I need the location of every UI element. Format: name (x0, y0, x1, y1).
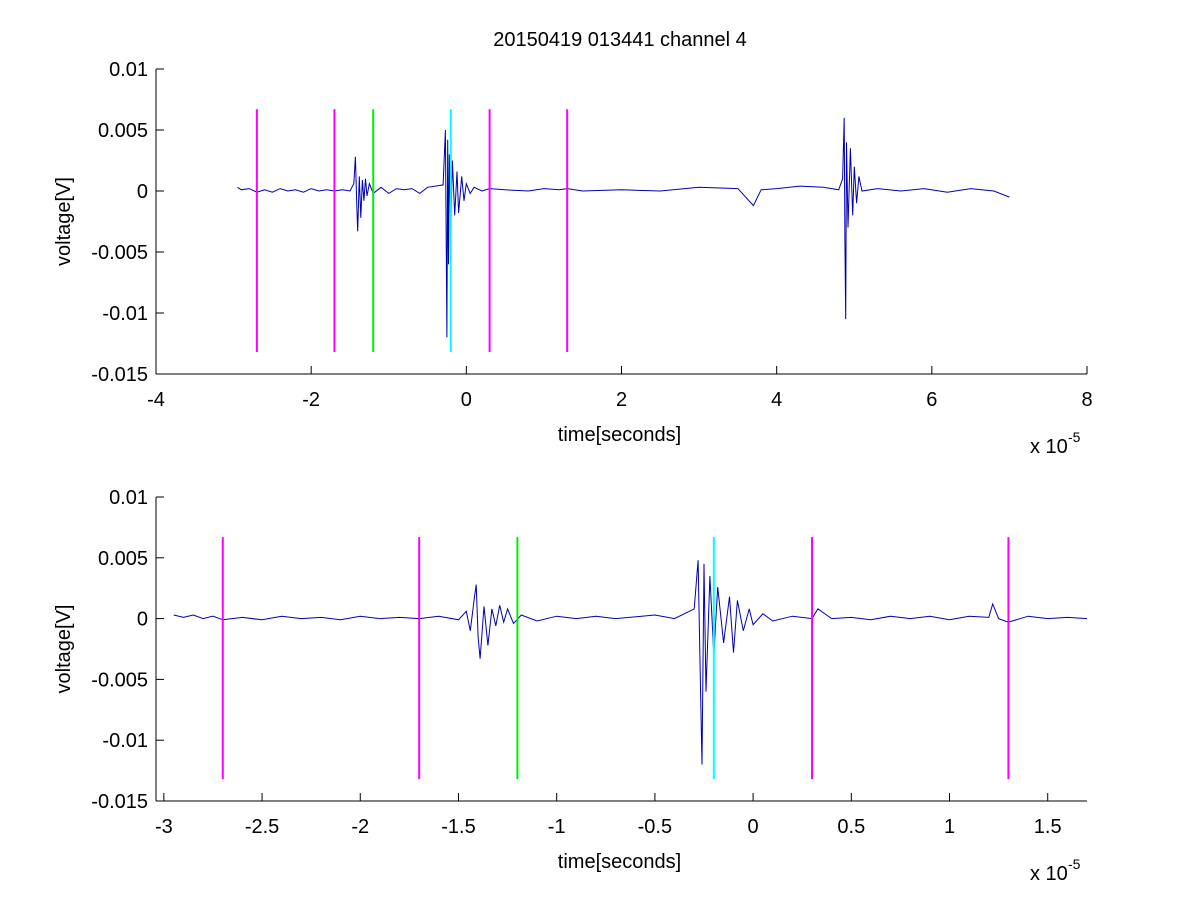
top-x-tick-label: 0 (461, 389, 472, 411)
bottom-x-tick-label: -2 (351, 816, 369, 838)
top-y-tick-label: -0.015 (91, 364, 148, 386)
bottom-x-exponent-power: -5 (1068, 856, 1081, 872)
bottom-x-tick-label: -2.5 (245, 816, 279, 838)
bottom-signal-trace (173, 560, 1088, 765)
bottom-y-tick-label: -0.015 (91, 791, 148, 813)
top-x-exponent-power: -5 (1068, 429, 1081, 445)
bottom-x-tick-label: -3 (155, 816, 173, 838)
top-y-tick-label: 0.005 (98, 120, 148, 142)
bottom-y-tick-label: -0.005 (91, 669, 148, 691)
bottom-x-tick-label: 1 (944, 816, 955, 838)
top-x-tick-label: -2 (302, 389, 320, 411)
bottom-x-exponent-base: x 10 (1030, 863, 1068, 885)
bottom-x-tick-label: 0.5 (837, 816, 865, 838)
top-x-tick-label: 2 (616, 389, 627, 411)
top-signal-trace (237, 117, 1010, 338)
top-y-tick-label: -0.01 (102, 303, 148, 325)
bottom-plot-axes: -3 -2.5 -2 -1.5 -1 -0.5 0 0.5 1 1.5 0.01 0.005 0 -0.0… (53, 487, 1088, 885)
bottom-y-tick-label: 0.005 (98, 548, 148, 570)
bottom-y-axis-label: voltage[V] (53, 605, 75, 694)
bottom-x-tick-label: -1.5 (441, 816, 475, 838)
bottom-x-tick-label: -0.5 (638, 816, 672, 838)
bottom-y-tick-label: 0 (137, 609, 148, 631)
top-x-tick-label: 8 (1081, 389, 1092, 411)
bottom-y-tick-label: -0.01 (102, 730, 148, 752)
bottom-x-axis-label: time[seconds] (558, 851, 681, 873)
figure-title: 20150419 013441 channel 4 (493, 29, 747, 51)
top-x-tick-label: 6 (926, 389, 937, 411)
top-y-tick-label: 0 (137, 181, 148, 203)
top-x-exponent-base: x 10 (1030, 436, 1068, 458)
top-plot-axes: -4 -2 0 2 4 6 8 0.01 0.005 0 -0.005 -0.01 -0.015 time… (53, 59, 1093, 458)
top-x-axis-label: time[seconds] (558, 424, 681, 446)
bottom-x-tick-label: 1.5 (1034, 816, 1062, 838)
bottom-x-tick-label: 0 (748, 816, 759, 838)
bottom-x-tick-label: -1 (548, 816, 566, 838)
top-x-tick-label: 4 (771, 389, 782, 411)
bottom-y-tick-label: 0.01 (109, 487, 148, 509)
top-x-tick-label: -4 (147, 389, 165, 411)
top-y-tick-label: 0.01 (109, 59, 148, 81)
top-y-axis-label: voltage[V] (53, 177, 75, 266)
top-y-tick-label: -0.005 (91, 242, 148, 264)
